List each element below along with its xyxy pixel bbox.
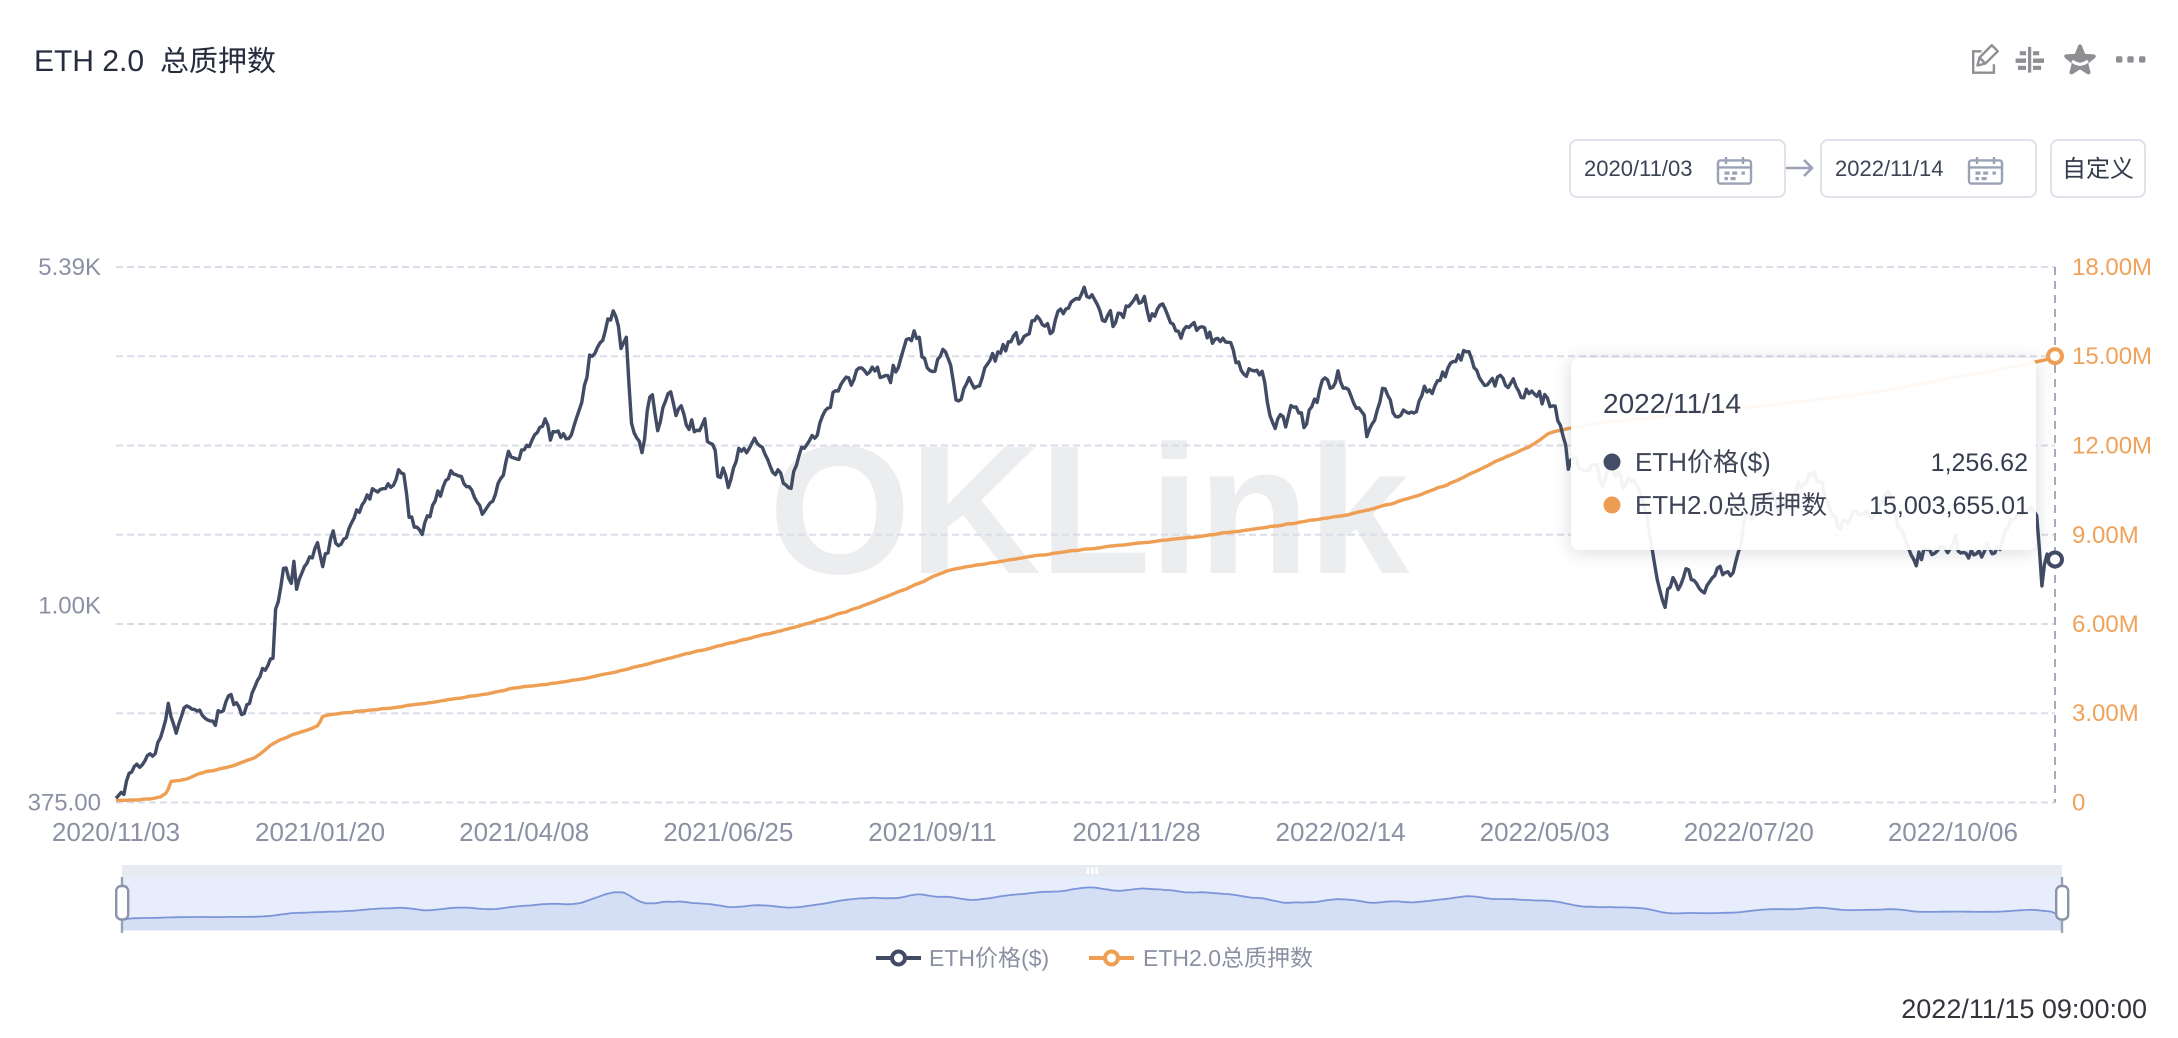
svg-text:2022/02/14: 2022/02/14 <box>1276 817 1406 847</box>
svg-text:18.00M: 18.00M <box>2072 254 2152 281</box>
svg-text:15.00M: 15.00M <box>2072 343 2152 370</box>
svg-text:3.00M: 3.00M <box>2072 700 2139 727</box>
svg-text:2021/01/20: 2021/01/20 <box>255 817 385 847</box>
svg-text:2021/04/08: 2021/04/08 <box>459 817 589 847</box>
svg-text:2022/10/06: 2022/10/06 <box>1888 817 2018 847</box>
svg-text:2022/07/20: 2022/07/20 <box>1684 817 1814 847</box>
svg-text:12.00M: 12.00M <box>2072 433 2152 460</box>
svg-text:2022/05/03: 2022/05/03 <box>1480 817 1610 847</box>
svg-text:5.39K: 5.39K <box>38 254 101 281</box>
svg-text:2022/11/14: 2022/11/14 <box>1835 156 1943 181</box>
svg-text:6.00M: 6.00M <box>2072 611 2139 638</box>
svg-text:375.00: 375.00 <box>28 790 101 817</box>
svg-text:1.00K: 1.00K <box>38 592 101 619</box>
svg-text:1,256.62: 1,256.62 <box>1931 449 2028 477</box>
svg-text:2020/11/03: 2020/11/03 <box>52 817 180 847</box>
svg-text:2021/09/11: 2021/09/11 <box>868 817 996 847</box>
svg-text:9.00M: 9.00M <box>2072 522 2139 549</box>
svg-text:0: 0 <box>2072 790 2085 817</box>
svg-text:2022/11/15 09:00:00: 2022/11/15 09:00:00 <box>1901 994 2147 1024</box>
svg-text:2021/11/28: 2021/11/28 <box>1072 817 1200 847</box>
svg-text:2021/06/25: 2021/06/25 <box>663 817 793 847</box>
svg-text:2022/11/14: 2022/11/14 <box>1603 388 1741 419</box>
svg-text:15,003,655.01: 15,003,655.01 <box>1869 492 2029 520</box>
svg-text:2020/11/03: 2020/11/03 <box>1584 156 1692 181</box>
svg-text:OKLink: OKLink <box>769 407 1410 612</box>
